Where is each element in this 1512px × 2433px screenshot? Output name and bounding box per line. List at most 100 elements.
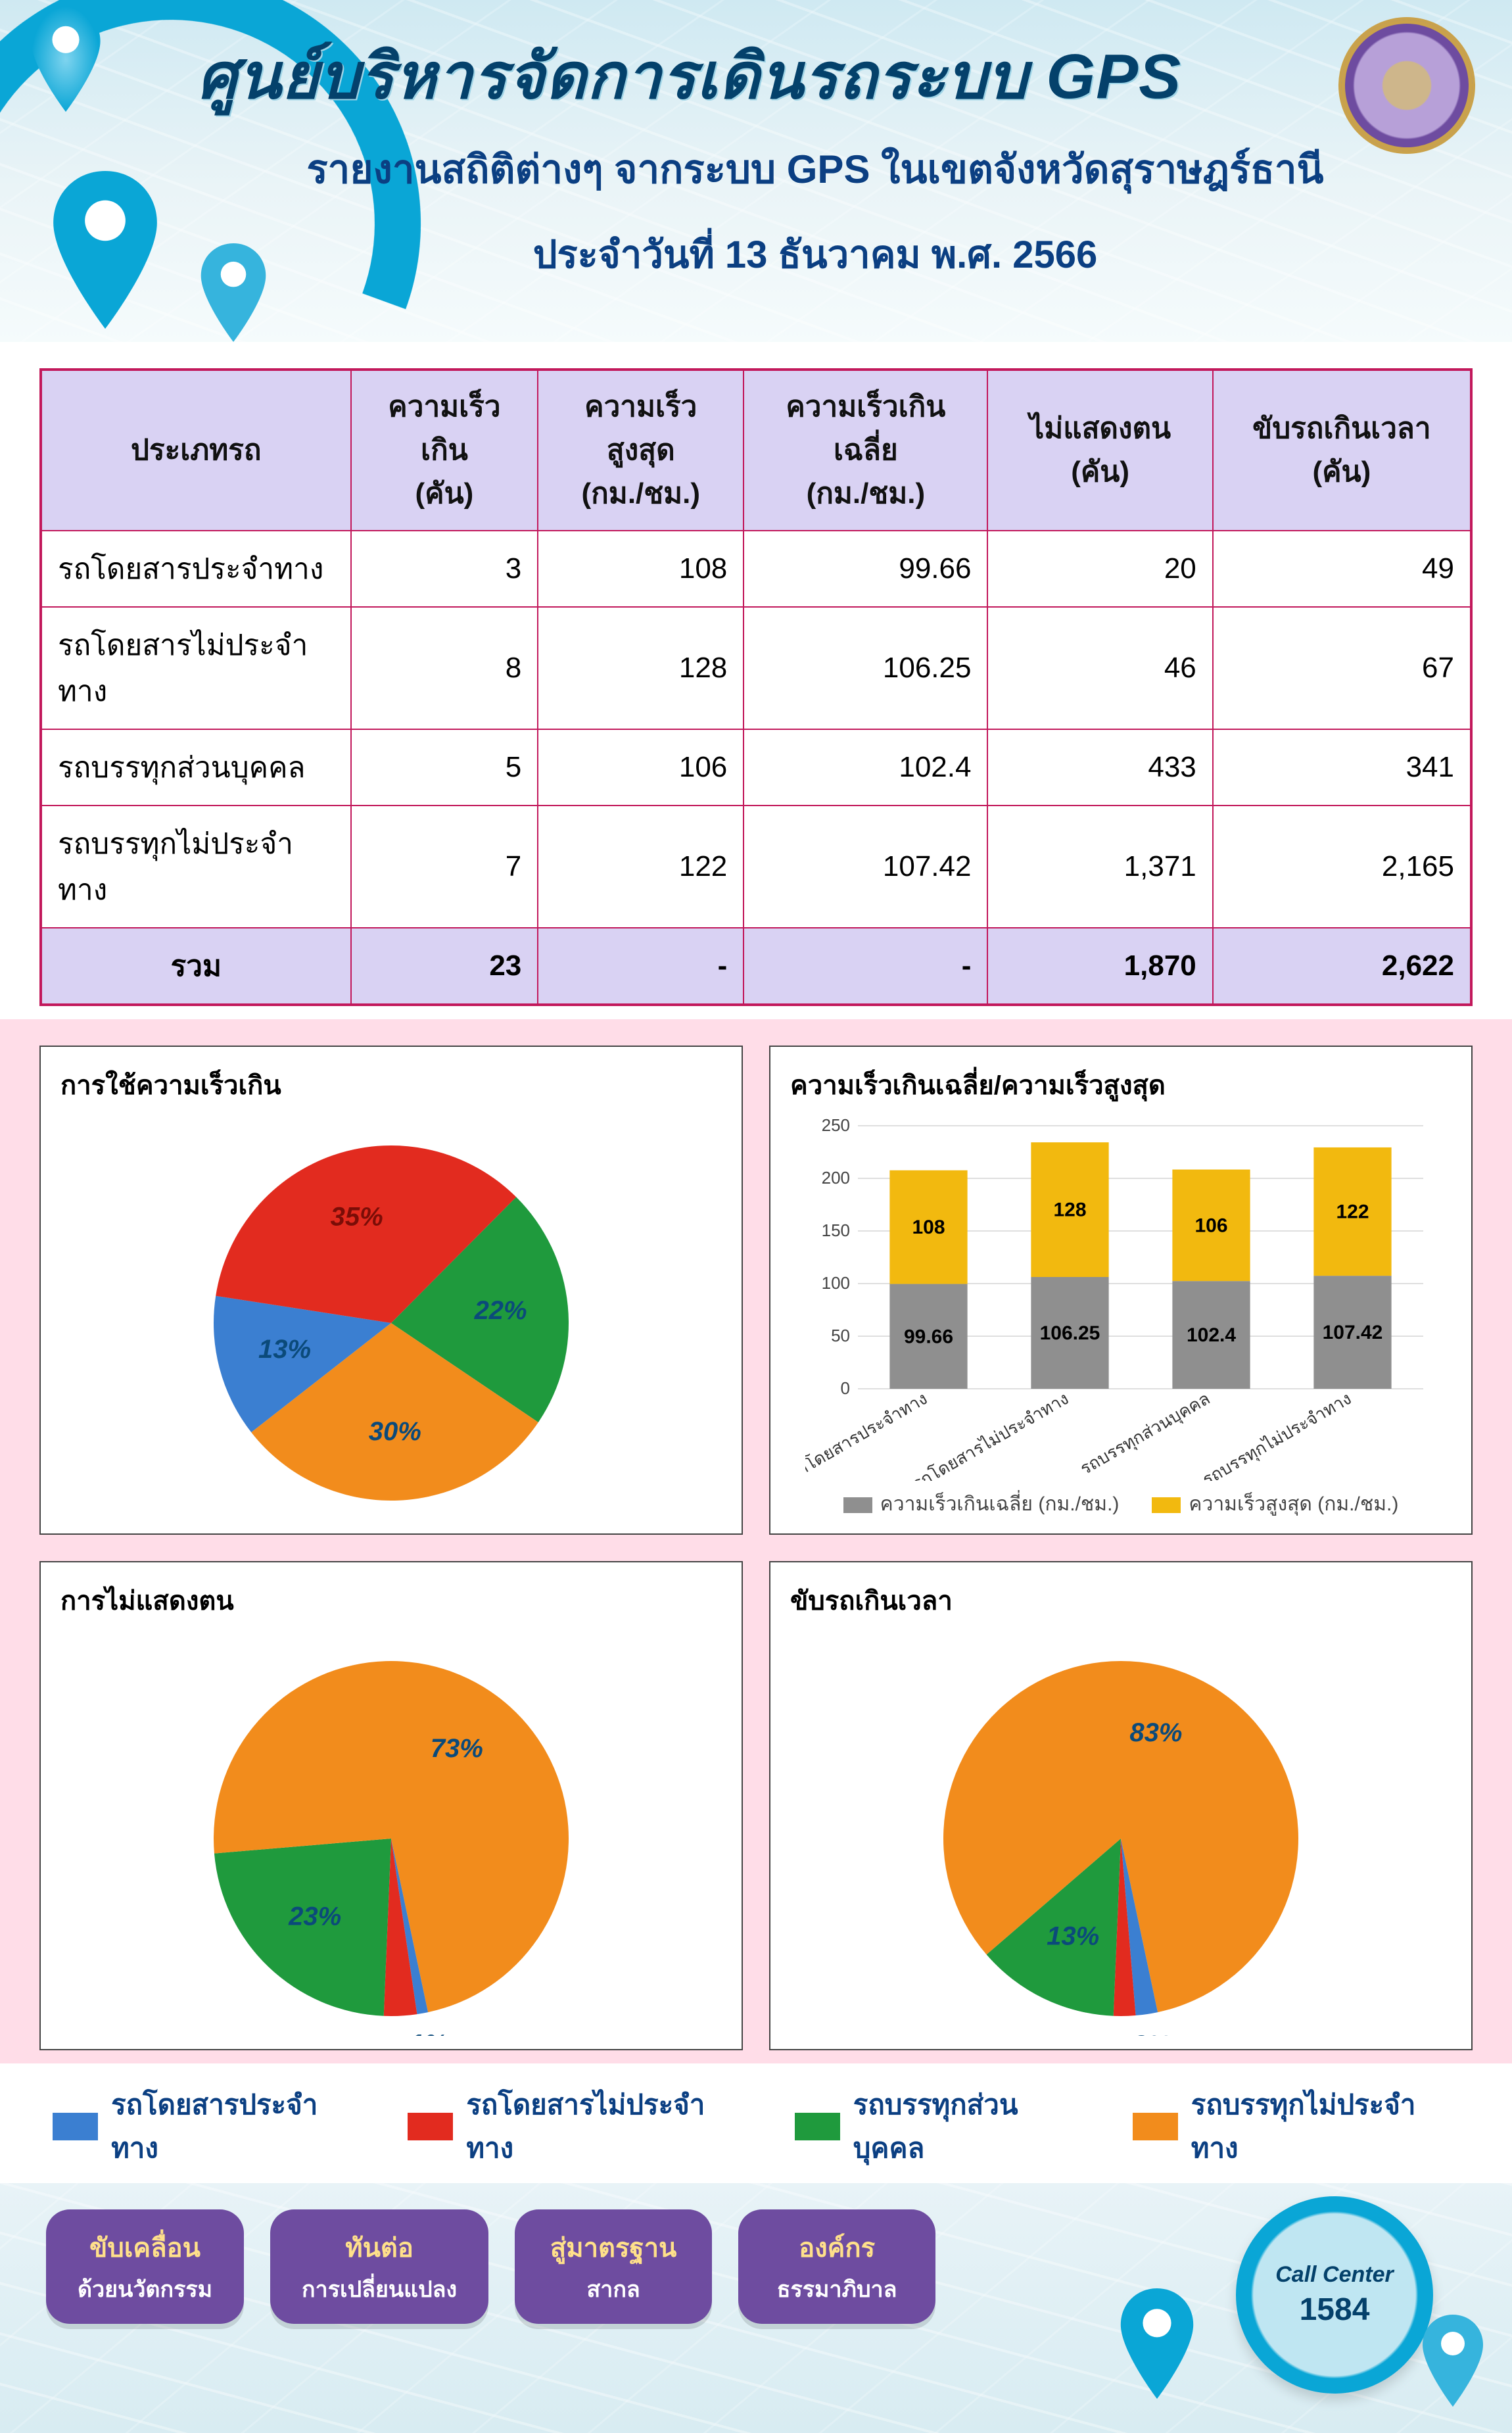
table-cell: รถโดยสารประจำทาง (41, 531, 351, 607)
table-cell: 8 (351, 607, 538, 729)
legend-label: รถบรรทุกไม่ประจำทาง (1191, 2083, 1459, 2170)
bar-ytick: 50 (831, 1326, 850, 1345)
footer-pill-line2: ธรรมาภิบาล (770, 2271, 904, 2307)
call-center-number: 1584 (1300, 2292, 1370, 2328)
header: ศูนย์บริหารจัดการเดินรถระบบ GPS รายงานสถ… (0, 0, 1512, 342)
bar-chart-title: ความเร็วเกินเฉลี่ย/ความเร็วสูงสุด (790, 1064, 1452, 1106)
footer: ขับเคลื่อนด้วยนวัตกรรมทันต่อการเปลี่ยนแป… (0, 2183, 1512, 2433)
bar-ytick: 200 (822, 1168, 850, 1188)
pie-noid-chart: 1%3%23%73% (141, 1628, 641, 2036)
pie-noid-card: การไม่แสดงตน 1%3%23%73% (39, 1561, 743, 2050)
table-cell: 106.25 (744, 607, 987, 729)
bar-xtick: รถโดยสารไม่ประจำทาง (909, 1388, 1072, 1481)
bar-ytick: 100 (822, 1273, 850, 1293)
pie-slice-label: 22% (474, 1296, 527, 1325)
legend-swatch (795, 2113, 840, 2140)
pie-slice-label: 35% (331, 1203, 383, 1232)
table-row: รถโดยสารไม่ประจำทาง8128106.254667 (41, 607, 1471, 729)
pie-slice-label: 13% (258, 1335, 311, 1364)
table-cell: 1,371 (987, 806, 1212, 928)
table-cell: 23 (351, 928, 538, 1005)
bar-xtick: รถโดยสารประจำทาง (805, 1388, 931, 1481)
page-subtitle: รายงานสถิติต่างๆ จากระบบ GPS ในเขตจังหวั… (197, 138, 1433, 201)
pie-slice-label: 3% (383, 2033, 421, 2036)
table-cell: 20 (987, 531, 1212, 607)
pie-slice-label: 73% (431, 1734, 483, 1763)
pie-speed-title: การใช้ความเร็วเกิน (60, 1064, 722, 1106)
table-header: ความเร็วสูงสุด(กม./ชม.) (538, 370, 744, 531)
bar-value-label: 106.25 (1040, 1322, 1100, 1344)
bar-chart-legend: ความเร็วเกินเฉลี่ย (กม./ชม.) ความเร็วสูง… (790, 1489, 1452, 1520)
bar-legend-0: ความเร็วเกินเฉลี่ย (กม./ชม.) (880, 1493, 1120, 1515)
footer-pill-line1: ขับเคลื่อน (78, 2227, 212, 2269)
pie-noid-title: การไม่แสดงตน (60, 1579, 722, 1622)
bar-value-label: 106 (1194, 1215, 1227, 1236)
table-total-row: รวม23--1,8702,622 (41, 928, 1471, 1005)
table-header: ประเภทรถ (41, 370, 351, 531)
bar-value-label: 102.4 (1187, 1324, 1236, 1346)
legend-swatch (1133, 2113, 1178, 2140)
map-pin-icon (1118, 2288, 1196, 2394)
bar-chart-card: ความเร็วเกินเฉลี่ย/ความเร็วสูงสุด 050100… (769, 1046, 1473, 1535)
legend-item: รถบรรทุกส่วนบุคคล (795, 2083, 1087, 2170)
pie-slice-label: 30% (369, 1417, 421, 1446)
bar-legend-1: ความเร็วสูงสุด (กม./ชม.) (1189, 1493, 1398, 1515)
table-cell: 49 (1213, 531, 1471, 607)
page-title: ศูนย์บริหารจัดการเดินรถระบบ GPS (197, 26, 1341, 126)
table-cell: 2,165 (1213, 806, 1471, 928)
call-center-badge: Call Center 1584 (1236, 2196, 1433, 2394)
charts-grid: การใช้ความเร็วเกิน 13% 35% 22% 30% ความเร็ว… (0, 1019, 1512, 2063)
footer-pill: ขับเคลื่อนด้วยนวัตกรรม (46, 2209, 244, 2324)
bar-value-label: 107.42 (1323, 1322, 1383, 1343)
legend-item: รถโดยสารไม่ประจำทาง (408, 2083, 748, 2170)
bar-value-label: 122 (1336, 1201, 1369, 1223)
footer-pill-line1: ทันต่อ (302, 2227, 457, 2269)
bar-xtick: รถบรรทุกไม่ประจำทาง (1199, 1388, 1355, 1481)
page-dateline: ประจำวันที่ 13 ธันวาคม พ.ศ. 2566 (197, 224, 1433, 285)
pie-overtime-chart: 2%2%13%83% (871, 1628, 1371, 2036)
legend-swatch (408, 2113, 453, 2140)
pie-overtime-title: ขับรถเกินเวลา (790, 1579, 1452, 1622)
stats-table-wrap: ประเภทรถความเร็วเกิน(คัน)ความเร็วสูงสุด(… (0, 342, 1512, 1019)
table-cell: 5 (351, 729, 538, 806)
pie-overtime-card: ขับรถเกินเวลา 2%2%13%83% (769, 1561, 1473, 2050)
footer-pill-line1: องค์กร (770, 2227, 904, 2269)
bar-xtick: รถบรรทุกส่วนบุคคล (1077, 1388, 1214, 1479)
table-cell: รวม (41, 928, 351, 1005)
table-cell: 67 (1213, 607, 1471, 729)
footer-pill: ทันต่อการเปลี่ยนแปลง (270, 2209, 488, 2324)
footer-pill: สู่มาตรฐานสากล (515, 2209, 712, 2324)
table-cell: 433 (987, 729, 1212, 806)
footer-pill: องค์กรธรรมาภิบาล (738, 2209, 935, 2324)
table-row: รถโดยสารประจำทาง310899.662049 (41, 531, 1471, 607)
pie-slice-label: 23% (288, 1902, 341, 1931)
footer-pill-line2: การเปลี่ยนแปลง (302, 2271, 457, 2307)
table-header: ความเร็วเกินเฉลี่ย(กม./ชม.) (744, 370, 987, 531)
table-cell: รถบรรทุกส่วนบุคคล (41, 729, 351, 806)
footer-pill-line2: สากล (546, 2271, 680, 2307)
table-header: ขับรถเกินเวลา (คัน) (1213, 370, 1471, 531)
bar-value-label: 128 (1053, 1199, 1086, 1221)
legend-label: รถบรรทุกส่วนบุคคล (853, 2083, 1087, 2170)
table-row: รถบรรทุกส่วนบุคคล5106102.4433341 (41, 729, 1471, 806)
legend-item: รถโดยสารประจำทาง (53, 2083, 362, 2170)
table-cell: 102.4 (744, 729, 987, 806)
footer-pill-line1: สู่มาตรฐาน (546, 2227, 680, 2269)
table-cell: 108 (538, 531, 744, 607)
map-pin-icon (26, 7, 105, 112)
pie-slice-label: 2% (1106, 2033, 1145, 2036)
table-header: ไม่แสดงตน (คัน) (987, 370, 1212, 531)
bar-ytick: 250 (822, 1115, 850, 1135)
footer-pills: ขับเคลื่อนด้วยนวัตกรรมทันต่อการเปลี่ยนแป… (46, 2209, 935, 2324)
table-cell: 1,870 (987, 928, 1212, 1005)
table-cell: - (744, 928, 987, 1005)
stats-table: ประเภทรถความเร็วเกิน(คัน)ความเร็วสูงสุด(… (39, 368, 1473, 1006)
org-seal-icon (1341, 20, 1473, 151)
table-cell: 106 (538, 729, 744, 806)
table-cell: 341 (1213, 729, 1471, 806)
map-pin-icon (1420, 2315, 1486, 2407)
table-cell: 122 (538, 806, 744, 928)
pie-slice-label: 13% (1047, 1921, 1099, 1950)
pie-speed-chart: 13% 35% 22% 30% (141, 1113, 641, 1520)
table-cell: 107.42 (744, 806, 987, 928)
